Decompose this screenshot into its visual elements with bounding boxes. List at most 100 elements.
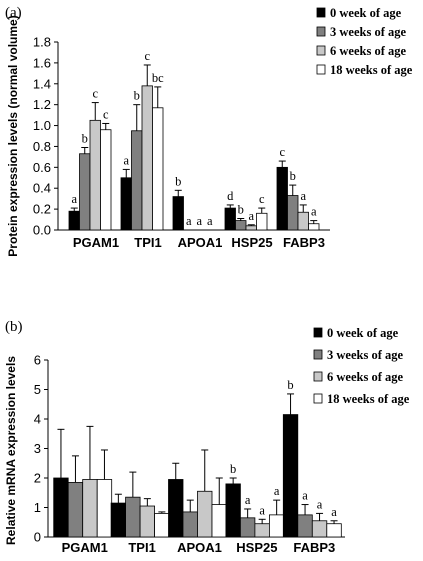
significance-letter: a xyxy=(302,489,308,503)
significance-letter: bc xyxy=(152,71,164,85)
legend-label: 18 weeks of age xyxy=(330,63,413,77)
y-tick-label: 1.8 xyxy=(33,35,51,50)
y-tick-label: 6 xyxy=(34,353,41,368)
bar xyxy=(168,479,184,538)
bar xyxy=(53,477,69,538)
y-tick-label: 1.4 xyxy=(33,76,51,91)
significance-letter: a xyxy=(186,214,192,228)
significance-letter: a xyxy=(123,153,129,167)
bar xyxy=(68,210,80,231)
x-tick-label: APOA1 xyxy=(178,235,223,250)
x-tick-label: FABP3 xyxy=(293,540,335,555)
bar xyxy=(287,195,299,231)
bar xyxy=(139,505,156,538)
panel-label: (b) xyxy=(5,319,23,335)
significance-letter: a xyxy=(331,505,337,519)
bar xyxy=(282,414,299,538)
significance-letter: b xyxy=(82,131,88,145)
y-tick-label: 1.2 xyxy=(33,97,51,112)
significance-letter: c xyxy=(259,192,265,206)
bar xyxy=(235,220,247,231)
legend-swatch xyxy=(316,64,326,75)
bar xyxy=(276,166,288,231)
legend-label: 3 weeks of age xyxy=(330,25,406,39)
significance-letter: b xyxy=(175,174,181,188)
bar xyxy=(67,482,84,538)
chart-panel-b: (b) 0 1 2 3 4 5 6 Relative mRNA expression level… xyxy=(4,319,410,555)
bar xyxy=(110,502,126,538)
x-tick-label: FABP3 xyxy=(283,235,325,250)
significance-letter: b xyxy=(238,203,244,217)
significance-letter: c xyxy=(92,87,98,101)
legend-swatch xyxy=(316,26,326,37)
y-tick-label: 3 xyxy=(34,441,41,456)
legend-label: 6 weeks of age xyxy=(327,370,403,384)
bar xyxy=(79,153,91,231)
y-tick-label: 2 xyxy=(34,471,41,486)
y-tick-label: 1.6 xyxy=(33,55,51,70)
bar xyxy=(268,514,285,538)
significance-letter: c xyxy=(103,107,109,121)
y-tick-label: 1.0 xyxy=(33,118,51,133)
y-axis-title: Protein expression levels (normal volume… xyxy=(6,15,20,256)
significance-letter: a xyxy=(259,503,265,517)
x-tick-label: TPI1 xyxy=(134,235,161,250)
bar xyxy=(326,523,342,538)
significance-letter: b xyxy=(287,378,293,392)
y-tick-label: 0.4 xyxy=(33,181,51,196)
bar xyxy=(297,514,313,538)
bar xyxy=(245,225,257,231)
chart-panel-a: (a) 0.0 0.2 0.4 0.6 0.8 1.0 1.2 1.4 1.6 1.8 Protein… xyxy=(5,5,413,257)
y-tick-label: 0.2 xyxy=(33,202,51,217)
significance-letter: a xyxy=(207,214,213,228)
bar xyxy=(100,129,112,231)
significance-letter: d xyxy=(227,189,234,203)
x-tick-label: HSP25 xyxy=(236,540,277,555)
legend-swatch xyxy=(316,7,326,18)
significance-letter: c xyxy=(279,145,285,159)
bar xyxy=(154,513,170,538)
legend-label: 18 weeks of age xyxy=(327,392,410,406)
legend-swatch xyxy=(313,371,323,382)
significance-letter: b xyxy=(290,169,296,183)
significance-letter: a xyxy=(317,497,323,511)
significance-letter: a xyxy=(245,493,251,507)
y-tick-label: 0.0 xyxy=(33,223,51,238)
significance-letter: a xyxy=(71,192,77,206)
y-tick-label: 4 xyxy=(34,412,41,427)
legend-swatch xyxy=(316,45,326,56)
y-axis-title: Relative mRNA expression levels xyxy=(4,356,18,545)
significance-letter: a xyxy=(196,214,202,228)
bar xyxy=(254,523,270,538)
bar xyxy=(82,479,98,538)
significance-letter: c xyxy=(144,49,150,63)
bar xyxy=(225,483,241,538)
bar xyxy=(89,119,101,231)
x-tick-label: PGAM1 xyxy=(73,235,119,250)
significance-letter: a xyxy=(300,189,306,203)
bar xyxy=(182,511,198,538)
bar xyxy=(256,212,268,231)
legend-label: 6 weeks of age xyxy=(330,44,406,58)
bar xyxy=(239,517,256,538)
legend-label: 0 week of age xyxy=(327,326,399,340)
y-tick-label: 0 xyxy=(34,530,41,545)
y-tick-label: 5 xyxy=(34,382,41,397)
significance-letter: b xyxy=(134,89,140,103)
legend-swatch xyxy=(313,393,323,404)
y-tick-label: 0.8 xyxy=(33,139,51,154)
legend-swatch xyxy=(313,327,323,338)
legend-label: 0 week of age xyxy=(330,6,402,20)
panel-label: (a) xyxy=(5,5,22,21)
bar xyxy=(224,207,236,231)
legend-swatch xyxy=(313,349,323,360)
bar xyxy=(297,211,309,231)
bar xyxy=(152,107,164,231)
bar xyxy=(125,496,141,538)
x-tick-label: PGAM1 xyxy=(62,540,108,555)
bar xyxy=(311,520,328,538)
significance-letter: a xyxy=(311,205,317,219)
y-tick-label: 1 xyxy=(34,500,41,515)
bar xyxy=(172,196,184,231)
